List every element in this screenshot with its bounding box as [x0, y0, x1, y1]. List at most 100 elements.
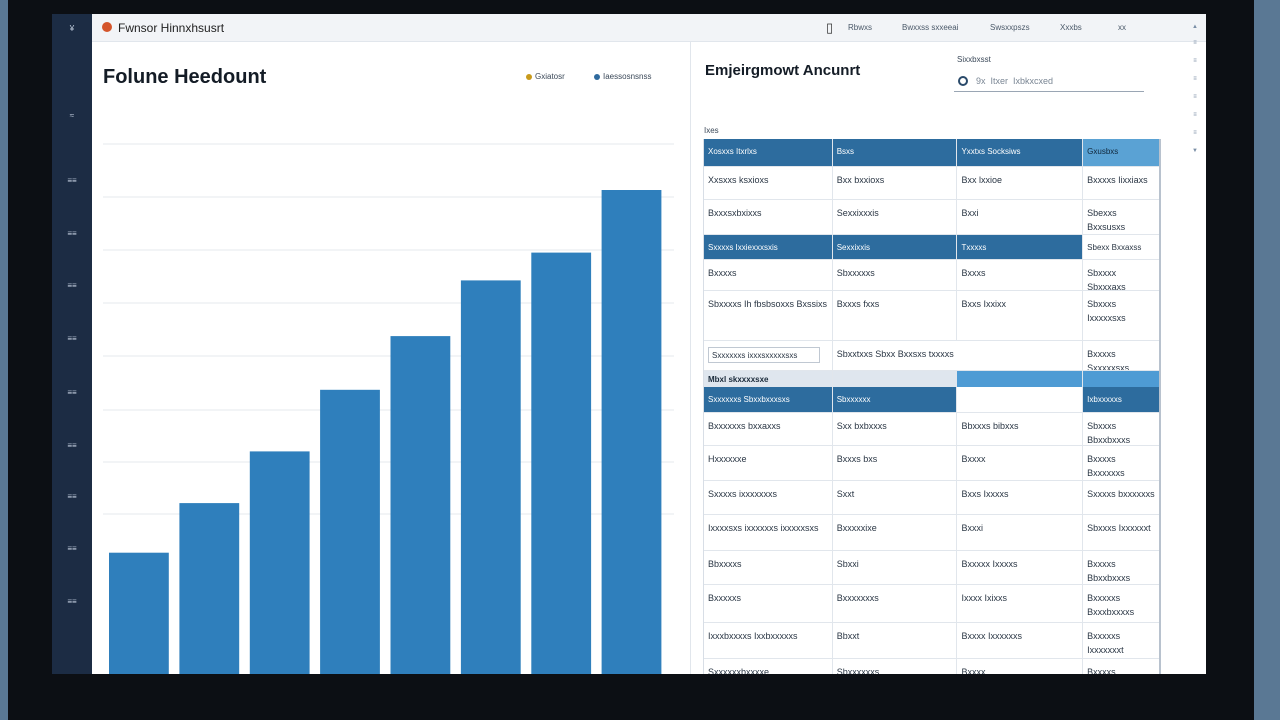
- table-cell: Sxxxxxxs Sbxxbxxxsxs: [704, 387, 833, 412]
- section-label: Mbxl skxxxxsxe: [704, 371, 833, 387]
- table-cell: Sbexx Bxxaxss: [1083, 235, 1159, 259]
- search-radio-icon[interactable]: [958, 76, 968, 86]
- top-link[interactable]: xx: [1118, 23, 1126, 32]
- legend-swatch: [594, 73, 600, 80]
- document-icon[interactable]: ▯: [826, 20, 834, 35]
- table-row[interactable]: Xxsxxs ksxioxs Bxx bxxioxs Bxx lxxioe Bx…: [704, 167, 1159, 200]
- chart-bar[interactable]: [249, 451, 310, 674]
- table-cell: Sbxxi: [833, 551, 958, 584]
- table-cell: Bxxxxxixe: [833, 515, 958, 550]
- table-row[interactable]: Bxxxsxbxixxs Sexxixxxis Bxxi Sbexxs Bxxs…: [704, 200, 1159, 235]
- table-row[interactable]: Bbxxxxs Sbxxi Bxxxxx Ixxxxs Bxxxxs Bbxxb…: [704, 551, 1159, 585]
- chart-bar[interactable]: [601, 190, 662, 674]
- rail-tick: ≡≡: [67, 441, 77, 450]
- table-cell: Bxx lxxioe: [957, 167, 1084, 199]
- table-cell: Sbxxxs Bbxxbxxxs: [1087, 421, 1131, 445]
- chart-bar[interactable]: [531, 252, 592, 674]
- app-logo-icon: [102, 22, 112, 32]
- scrollbar[interactable]: ▲ ≡ ≡ ≡ ≡ ≡ ≡ ▼: [1190, 18, 1200, 168]
- inline-edit-field[interactable]: [708, 347, 820, 363]
- table-cell: Sxx bxbxxxs: [833, 413, 958, 445]
- table-cell: Ixbxxxxxs: [1083, 387, 1159, 412]
- chart-bar[interactable]: [460, 280, 521, 674]
- table-row[interactable]: Sbxxxxs Ih fbsbsoxxs Bxssixs Bxxxs fxxs …: [704, 291, 1159, 341]
- table-cell: Bxxxxxs Ixxxxxxxt: [1087, 631, 1124, 655]
- table-cell: Bbxxxs bibxxs: [957, 413, 1084, 445]
- table-cell: Sbexxs Bxxsusxs: [1087, 208, 1126, 232]
- table-row[interactable]: Bxxxxs Sbxxxxxs Bxxxs Sbxxxx Sbxxxaxs: [704, 260, 1159, 291]
- column-header[interactable]: Xosxxs Itxrlxs: [704, 139, 833, 166]
- chart-bar[interactable]: [109, 552, 169, 674]
- column-header[interactable]: Bsxs: [833, 139, 958, 166]
- rail-tick: ≡≡: [67, 492, 77, 501]
- monitor-bezel-left: [0, 0, 8, 720]
- table-cell: Txxxxs: [957, 235, 1084, 259]
- top-link[interactable]: Bwxxss sxxeeai: [902, 23, 959, 32]
- table-cell: [957, 387, 1084, 412]
- scroll-mark: ≡: [1193, 76, 1197, 82]
- monitor-bezel-right: [1254, 0, 1280, 720]
- search-box[interactable]: [954, 70, 1144, 92]
- legend-label: Iaessosnsnss: [603, 72, 652, 81]
- bar-chart: [103, 143, 674, 674]
- app-window: ¥ ≈ ≡≡ ≡≡ ≡≡ ≡≡ ≡≡ ≡≡ ≡≡ ≡≡ ≡≡ Fwnsor Hi…: [52, 14, 1206, 674]
- chart-panel: Folune Heedount Gxiatosr Iaessosnsnss: [92, 42, 690, 674]
- rail-tick: ≡≡: [67, 229, 77, 238]
- table-row[interactable]: Hxxxxxxe Bxxxs bxs Bxxxx Bxxxxs Bxxxxxxs: [704, 446, 1159, 481]
- table-group-row[interactable]: Sxxxxxxs Sbxxbxxxsxs Sbxxxxxx Ixbxxxxxs: [704, 387, 1159, 413]
- section-fill: [832, 371, 958, 387]
- table-header-row: Xosxxs Itxrlxs Bsxs Yxxtxs Socksiws Gxus…: [704, 139, 1159, 167]
- table-row[interactable]: Ixxxbxxxxs Ixxbxxxxxs Bbxxt Bxxxx Ixxxxx…: [704, 623, 1159, 659]
- table-row[interactable]: Bxxxxxs Bxxxxxxxs Ixxxx Ixixxs Bxxxxxs B…: [704, 585, 1159, 623]
- rail-tick: ≡≡: [67, 544, 77, 553]
- table-row[interactable]: Sbxxtxxs Sbxx Bxxsxs txxxxs Bxxxxs Sxxxx…: [704, 341, 1159, 371]
- table-cell: Bxxxi: [957, 515, 1084, 550]
- table-row[interactable]: Sxxxxs ixxxxxxxs Sxxt Bxxs Ixxxxs Sxxxxs…: [704, 481, 1159, 515]
- legend-label: Gxiatosr: [535, 72, 565, 81]
- table-cell: Sxxxxs Ixxiexxxsxis: [704, 235, 833, 259]
- table-cell: Sxxt: [833, 481, 958, 514]
- table-caption: Ixes: [704, 126, 719, 135]
- column-header[interactable]: Gxusbxs: [1083, 139, 1159, 166]
- table-title: Emjeirgmowt Ancunrt: [705, 62, 861, 79]
- chart-bar[interactable]: [320, 389, 380, 674]
- section-fill: [957, 371, 1084, 387]
- app-title: Fwnsor Hinnxhsusrt: [118, 21, 225, 35]
- table-cell: Bxxs Ixxxxs: [957, 481, 1084, 514]
- table-row[interactable]: Bxxxxxxs bxxaxxs Sxx bxbxxxs Bbxxxs bibx…: [704, 413, 1159, 446]
- table-cell: Bxxxxxs: [704, 585, 833, 622]
- scroll-up-icon[interactable]: ▲: [1192, 24, 1198, 30]
- table-group-row[interactable]: Sxxxxs Ixxiexxxsxis Sexxixxis Txxxxs Sbe…: [704, 235, 1159, 260]
- table-cell: Bxxxxs Iixxiaxs: [1087, 175, 1148, 185]
- table-cell: Bxxxxs Bxxxxxxs: [1087, 454, 1125, 478]
- table-cell: Sbxxtxxs Sbxx Bxxsxs txxxxs: [833, 341, 1084, 370]
- table-cell: Bxxi: [957, 200, 1084, 234]
- top-link[interactable]: Xxxbs: [1060, 23, 1082, 32]
- table-cell: Sbxxxx Sbxxxaxs: [1087, 268, 1126, 290]
- legend-item[interactable]: Iaessosnsnss: [594, 72, 651, 81]
- legend-item[interactable]: Gxiatosr: [526, 72, 565, 81]
- top-link[interactable]: Rbwxs: [848, 23, 873, 32]
- rail-logo[interactable]: ¥: [69, 24, 75, 33]
- table-cell: Bbxxt: [833, 623, 958, 658]
- search-input[interactable]: [976, 73, 1136, 89]
- table-cell: Sbxxxxs Ih fbsbsoxxs Bxssixs: [704, 291, 833, 340]
- chart-title: Folune Heedount: [103, 66, 267, 88]
- table-row[interactable]: Sxxxxxxbxxxxe Sbxxxxxxs Bxxxx Bxxxxs Ixx…: [704, 659, 1159, 674]
- table-cell: Bxxxxs Ixxxxxxxs: [1087, 667, 1116, 674]
- table-cell: Bxxxs fxxs: [833, 291, 958, 340]
- table-cell: Sbxxxs Ixxxxxxt: [1087, 523, 1151, 533]
- table-cell: Bxxxxx Ixxxxs: [957, 551, 1084, 584]
- table-section-banner[interactable]: Mbxl skxxxxsxe: [704, 371, 1159, 387]
- table-row[interactable]: Ixxxxsxs ixxxxxxs ixxxxxsxs Bxxxxxixe Bx…: [704, 515, 1159, 551]
- column-header[interactable]: Yxxtxs Socksiws: [957, 139, 1084, 166]
- top-bar: Fwnsor Hinnxhsusrt ▯ Rbwxs Bwxxss sxxeea…: [92, 14, 1206, 42]
- chart-bar[interactable]: [179, 503, 240, 674]
- top-link[interactable]: Swsxxpszs: [990, 23, 1030, 32]
- rail-tick: ≡≡: [67, 176, 77, 185]
- table-cell: Bxx bxxioxs: [833, 167, 958, 199]
- table-cell: Ixxxx Ixixxs: [957, 585, 1084, 622]
- scroll-down-icon[interactable]: ▼: [1192, 148, 1198, 154]
- table-cell: Sxxxxxxbxxxxe: [704, 659, 833, 674]
- chart-bar[interactable]: [390, 336, 451, 674]
